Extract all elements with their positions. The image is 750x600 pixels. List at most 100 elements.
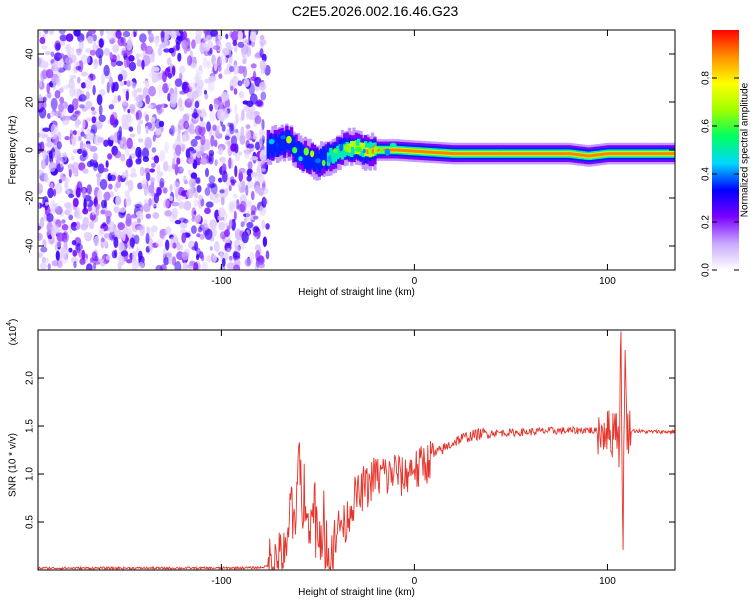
y-tick-label: -20 xyxy=(25,190,36,205)
noise-blob xyxy=(189,178,196,188)
noise-blob xyxy=(138,250,143,261)
noise-blob xyxy=(151,73,159,84)
noise-blob xyxy=(183,120,190,130)
noise-blob xyxy=(204,90,207,95)
noise-blob xyxy=(58,103,64,113)
ridge-cell xyxy=(449,152,453,155)
noise-blob xyxy=(118,241,125,252)
noise-blob xyxy=(156,173,162,184)
noise-blob xyxy=(83,222,87,229)
noise-blob xyxy=(265,223,270,230)
ridge-cell xyxy=(547,152,551,156)
x-axis-label: Height of straight line (km) xyxy=(298,287,415,298)
ridge-cell xyxy=(338,144,342,158)
ridge-blob xyxy=(339,143,343,152)
ridge-cell xyxy=(366,149,370,154)
noise-blob xyxy=(181,232,187,244)
noise-blob xyxy=(183,200,192,211)
noise-blob xyxy=(105,160,109,168)
noise-blob xyxy=(164,67,170,77)
noise-blob xyxy=(71,98,79,111)
x-tick-label: 100 xyxy=(599,276,616,287)
noise-blob xyxy=(157,47,163,56)
ridge-cell xyxy=(331,150,335,164)
noise-blob xyxy=(114,119,119,126)
ridge-cell xyxy=(301,145,305,166)
ridge-cell xyxy=(320,149,324,169)
noise-blob xyxy=(181,39,188,50)
noise-blob xyxy=(41,100,47,109)
noise-blob xyxy=(250,63,257,69)
ridge-cell xyxy=(521,152,525,156)
noise-blob xyxy=(248,83,255,96)
noise-blob xyxy=(220,54,227,65)
ridge-cell xyxy=(542,152,546,156)
noise-blob xyxy=(116,60,124,67)
noise-blob xyxy=(253,111,260,117)
ridge-cell xyxy=(438,151,442,155)
ridge-cell xyxy=(549,152,553,156)
noise-blob xyxy=(145,55,151,65)
noise-blob xyxy=(217,215,221,221)
y-tick-label: 1.5 xyxy=(25,419,36,433)
noise-blob xyxy=(139,33,147,43)
noise-blob xyxy=(113,150,122,159)
noise-blob xyxy=(87,205,93,212)
noise-blob xyxy=(196,233,201,238)
noise-blob xyxy=(72,66,76,74)
noise-blob xyxy=(261,186,269,195)
noise-blob xyxy=(239,134,246,145)
noise-blob xyxy=(40,60,49,69)
noise-blob xyxy=(225,41,232,48)
noise-blob xyxy=(124,190,130,198)
noise-blob xyxy=(195,75,200,85)
ridge-cell xyxy=(625,152,629,156)
ridge-cell xyxy=(567,152,572,156)
ridge-cell xyxy=(556,152,560,156)
ridge-cell xyxy=(442,151,446,155)
noise-blob xyxy=(208,149,215,157)
noise-blob xyxy=(240,126,245,137)
noise-blob xyxy=(47,234,53,240)
noise-blob xyxy=(212,45,221,51)
ridge-cell xyxy=(329,147,333,162)
noise-blob xyxy=(166,57,172,66)
noise-blob xyxy=(243,38,250,49)
ridge-cell xyxy=(454,152,458,156)
noise-blob xyxy=(206,255,212,262)
ridge-cell xyxy=(667,152,671,156)
noise-blob xyxy=(254,185,261,194)
noise-blob xyxy=(201,261,208,270)
noise-blob xyxy=(224,229,230,238)
ridge-cell xyxy=(470,152,474,156)
noise-blob xyxy=(204,228,213,240)
noise-blob xyxy=(200,134,206,146)
noise-blob xyxy=(132,31,137,38)
noise-blob xyxy=(88,220,95,230)
noise-blob xyxy=(38,169,44,176)
noise-blob xyxy=(126,137,133,149)
ridge-cell xyxy=(621,152,625,156)
ridge-cell xyxy=(417,150,421,153)
ridge-cell xyxy=(271,138,275,158)
noise-blob xyxy=(129,237,135,248)
noise-blob xyxy=(223,252,229,261)
noise-blob xyxy=(83,232,91,240)
noise-blob xyxy=(181,81,188,91)
ridge-cell xyxy=(336,145,340,160)
noise-blob xyxy=(122,42,128,47)
noise-blob xyxy=(69,47,75,55)
noise-blob xyxy=(218,147,224,156)
noise-blob xyxy=(47,263,51,270)
noise-blob xyxy=(106,81,110,94)
noise-blob xyxy=(158,120,165,128)
ridge-cell xyxy=(591,154,595,157)
noise-blob xyxy=(52,188,57,197)
noise-blob xyxy=(113,236,119,248)
noise-blob xyxy=(62,176,68,182)
noise-blob xyxy=(180,244,184,251)
ridge-cell xyxy=(447,151,451,155)
noise-blob xyxy=(48,161,56,173)
noise-blob xyxy=(81,106,88,112)
noise-blob xyxy=(260,161,267,170)
